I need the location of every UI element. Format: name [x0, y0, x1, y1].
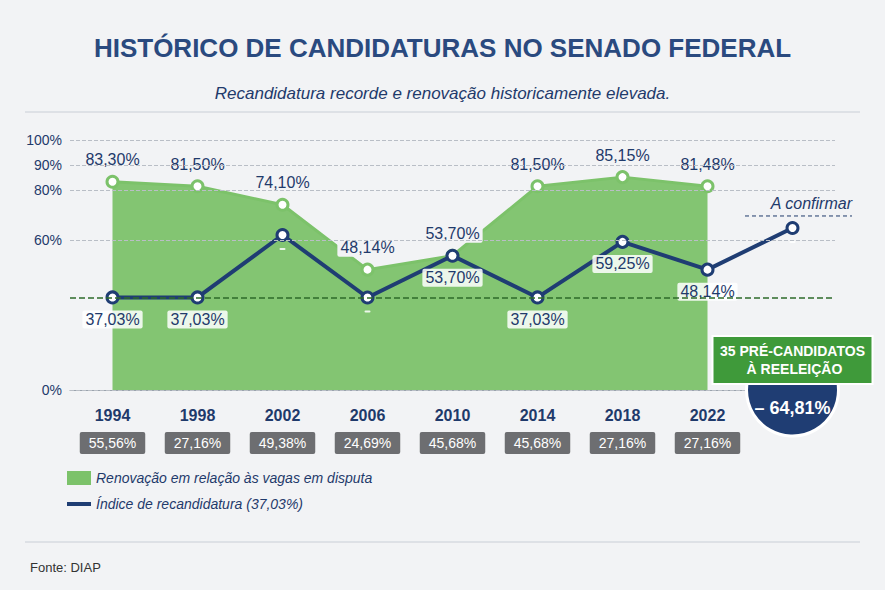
svg-text:0%: 0%	[42, 382, 62, 398]
svg-text:2022: 2022	[690, 407, 726, 424]
svg-text:83,30%: 83,30%	[85, 151, 140, 169]
svg-text:37,03%: 37,03%	[170, 311, 224, 328]
svg-text:59,25%: 59,25%	[595, 255, 649, 272]
svg-text:Recandidatura recorde e renova: Recandidatura recorde e renovação histor…	[215, 84, 671, 103]
svg-text:27,16%: 27,16%	[174, 435, 221, 451]
svg-text:37,03%: 37,03%	[85, 311, 139, 328]
svg-text:49,38%: 49,38%	[259, 435, 306, 451]
svg-text:2002: 2002	[265, 407, 301, 424]
svg-text:81,48%: 81,48%	[680, 156, 734, 173]
svg-text:2014: 2014	[520, 407, 556, 424]
svg-text:45,68%: 45,68%	[514, 435, 561, 451]
svg-text:Índice de recandidatura (37,03: Índice de recandidatura (37,03%)	[96, 496, 303, 512]
svg-text:90%: 90%	[34, 157, 62, 173]
svg-text:27,16%: 27,16%	[684, 435, 731, 451]
svg-text:45,68%: 45,68%	[429, 435, 476, 451]
svg-text:Renovação em relação às vagas: Renovação em relação às vagas em disputa	[96, 470, 372, 486]
svg-text:27,16%: 27,16%	[599, 435, 646, 451]
svg-text:60%: 60%	[34, 232, 62, 248]
svg-text:A confirmar: A confirmar	[770, 195, 853, 212]
svg-text:– 64,81%: – 64,81%	[754, 398, 830, 418]
svg-text:24,69%: 24,69%	[344, 435, 391, 451]
svg-text:55,56%: 55,56%	[89, 435, 136, 451]
svg-text:48,14%: 48,14%	[340, 239, 394, 256]
svg-text:À REELEIÇÃO: À REELEIÇÃO	[743, 360, 843, 377]
svg-text:74,10%: 74,10%	[255, 174, 309, 191]
svg-text:53,70%: 53,70%	[425, 225, 479, 242]
svg-text:1998: 1998	[180, 407, 216, 424]
svg-text:48,14%: 48,14%	[680, 283, 734, 300]
svg-text:2010: 2010	[435, 407, 471, 424]
svg-text:Fonte: DIAP: Fonte: DIAP	[30, 560, 101, 575]
svg-text:37,03%: 37,03%	[510, 311, 564, 328]
svg-text:81,50%: 81,50%	[510, 156, 564, 173]
svg-text:35 PRÉ-CANDIDATOS: 35 PRÉ-CANDIDATOS	[720, 343, 865, 359]
svg-text:81,50%: 81,50%	[170, 156, 224, 173]
svg-text:2018: 2018	[605, 407, 641, 424]
svg-text:53,70%: 53,70%	[425, 269, 479, 286]
svg-text:HISTÓRICO DE CANDIDATURAS NO S: HISTÓRICO DE CANDIDATURAS NO SENADO FEDE…	[94, 33, 791, 63]
svg-text:85,15%: 85,15%	[595, 147, 649, 164]
svg-text:80%: 80%	[34, 182, 62, 198]
svg-text:100%: 100%	[26, 132, 62, 148]
svg-text:1994: 1994	[95, 407, 131, 424]
svg-text:2006: 2006	[350, 407, 386, 424]
